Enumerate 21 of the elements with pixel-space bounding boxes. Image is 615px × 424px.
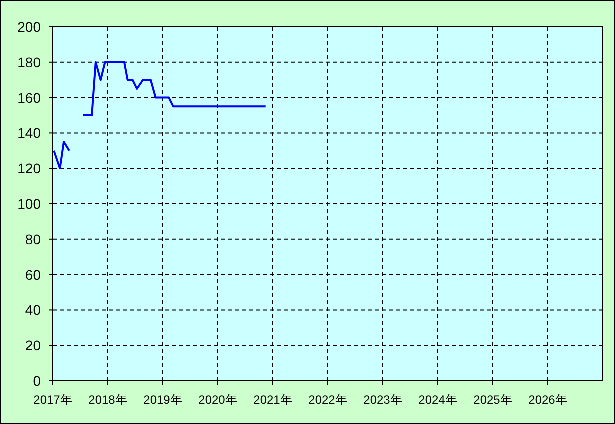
x-tick-label: 2020年 bbox=[198, 393, 238, 407]
x-tick-label: 2019年 bbox=[144, 393, 182, 407]
y-tick-label: 40 bbox=[25, 302, 42, 318]
x-tick-label: 2023年 bbox=[364, 393, 402, 407]
x-tick-label: 2021年 bbox=[254, 393, 292, 407]
y-tick-label: 180 bbox=[18, 54, 42, 70]
x-tick-label: 2024年 bbox=[418, 393, 458, 407]
x-tick-label: 2018年 bbox=[88, 393, 128, 407]
x-tick-label: 2025年 bbox=[474, 393, 512, 407]
y-tick-label: 140 bbox=[18, 125, 42, 142]
y-tick-label: 100 bbox=[18, 196, 42, 212]
y-tick-label: 120 bbox=[18, 160, 42, 177]
x-tick-label: 2022年 bbox=[308, 393, 348, 407]
y-tick-label: 60 bbox=[25, 266, 42, 283]
y-tick-label: 160 bbox=[18, 90, 42, 106]
y-tick-label: 200 bbox=[18, 19, 42, 35]
y-tick-label: 80 bbox=[25, 231, 42, 248]
y-tick-label: 0 bbox=[33, 373, 42, 389]
y-tick-label: 20 bbox=[25, 338, 42, 354]
x-tick-label: 2026年 bbox=[528, 393, 568, 407]
x-tick-label: 2017年 bbox=[34, 393, 72, 407]
